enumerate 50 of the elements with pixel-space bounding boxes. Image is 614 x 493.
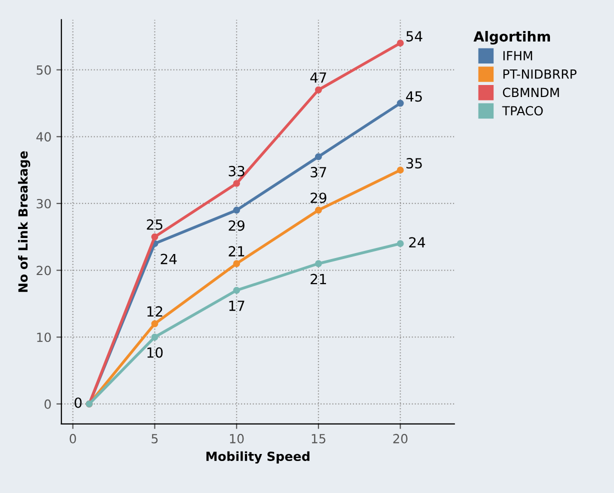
data-label: 29 (310, 192, 326, 204)
point (233, 206, 240, 214)
data-label: 0 (74, 397, 82, 408)
y-tick-label: 30 (36, 198, 51, 208)
x-tick-label: 5 (152, 434, 158, 444)
y-tick-label: 40 (36, 132, 51, 142)
x-axis-title: Mobility Speed (206, 451, 310, 464)
legend-label: CBMNDM (502, 88, 559, 98)
y-tick-label: 10 (37, 332, 51, 342)
y-tick-label: 50 (36, 65, 51, 75)
point (233, 180, 240, 187)
data-label: 29 (228, 220, 244, 231)
data-label: 47 (310, 72, 326, 83)
data-label: 12 (147, 306, 162, 316)
y-tick-label: 20 (36, 266, 51, 276)
x-tick-label: 10 (230, 434, 244, 444)
x-tick-label: 15 (312, 434, 326, 444)
point (233, 260, 240, 268)
data-label: 10 (147, 347, 163, 358)
point (396, 166, 404, 174)
point (151, 320, 158, 328)
data-label: 35 (406, 158, 422, 169)
data-label: 25 (146, 219, 162, 230)
data-label: 24 (409, 237, 426, 248)
legend-title: Algortihm (474, 30, 550, 45)
legend-label: PT-NIDBRRP (503, 70, 576, 79)
data-label: 21 (228, 246, 244, 256)
point (314, 86, 322, 94)
data-label: 17 (229, 300, 244, 311)
point (396, 240, 404, 248)
data-label: 21 (310, 274, 326, 284)
x-tick-label: 0 (70, 434, 76, 444)
data-label: 45 (406, 91, 422, 102)
x-tick-label: 20 (393, 434, 408, 444)
data-label: 37 (310, 166, 326, 178)
point (314, 153, 322, 160)
point (396, 40, 404, 47)
legend-label: IFHM (503, 51, 532, 60)
point (396, 100, 404, 107)
point (314, 260, 322, 268)
point (151, 233, 158, 240)
y-tick-label: 0 (44, 399, 51, 409)
point (314, 206, 322, 214)
point (233, 286, 240, 294)
data-label: 24 (160, 254, 177, 264)
point (151, 334, 158, 341)
y-axis-title: No of Link Breakage (18, 151, 30, 292)
legend-label: TPACO (502, 106, 543, 116)
data-label: 33 (228, 166, 244, 176)
data-label: 54 (406, 31, 422, 42)
